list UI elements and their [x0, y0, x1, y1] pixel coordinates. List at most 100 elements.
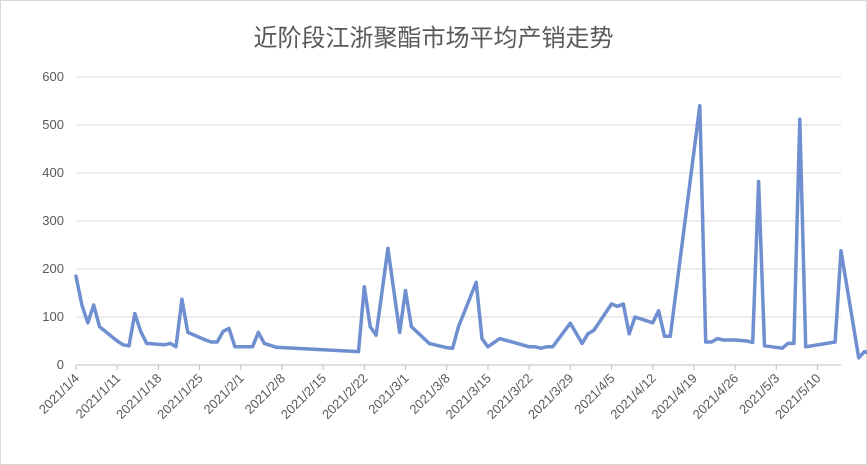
data-point: [792, 341, 796, 345]
data-point: [374, 333, 378, 337]
data-point: [386, 246, 390, 250]
data-point: [168, 341, 172, 345]
data-point: [92, 303, 96, 307]
data-point: [97, 325, 102, 329]
data-point: [227, 326, 231, 331]
data-point: [186, 330, 190, 334]
y-tick-label: 100: [42, 309, 64, 324]
data-point: [74, 274, 78, 278]
data-point: [798, 117, 802, 121]
data-point: [250, 345, 255, 349]
series-line: [74, 104, 867, 360]
data-point: [545, 345, 549, 349]
data-point: [127, 344, 131, 348]
data-point: [139, 329, 143, 333]
x-tick-label: 2021/5/10: [772, 371, 824, 423]
y-tick-label: 200: [42, 261, 64, 276]
data-point: [568, 321, 572, 325]
data-point: [427, 341, 431, 345]
y-tick-label: 0: [57, 357, 64, 372]
data-point: [480, 337, 484, 341]
data-point: [115, 339, 119, 343]
y-tick-label: 600: [42, 69, 64, 84]
data-point: [651, 321, 655, 325]
y-axis-tick-labels: 0 100 200 300 400 500 600: [42, 69, 64, 372]
data-point: [757, 180, 761, 184]
series-layer: [74, 104, 867, 360]
data-point: [409, 325, 413, 329]
data-point: [221, 329, 225, 333]
data-point: [745, 339, 749, 343]
data-point: [86, 321, 90, 325]
data-point: [133, 312, 137, 316]
data-point: [533, 345, 537, 349]
data-point: [262, 341, 266, 345]
data-point: [709, 340, 714, 344]
data-point: [698, 104, 702, 108]
data-point: [80, 303, 84, 307]
data-point: [180, 297, 184, 301]
x-tick-label: 2021/2/22: [319, 371, 371, 423]
data-point: [715, 337, 720, 341]
data-point: [174, 345, 178, 349]
data-point: [733, 338, 737, 342]
data-point: [804, 345, 808, 349]
data-point: [256, 330, 260, 334]
data-point: [668, 334, 672, 338]
x-axis-tick-labels: 2021/1/42021/1/112021/1/182021/1/252021/…: [36, 371, 824, 423]
data-point: [609, 302, 614, 306]
data-point: [839, 249, 843, 253]
data-point: [515, 341, 519, 345]
chart-title: 近阶段江浙聚酯市场平均产销走势: [253, 24, 614, 52]
data-point: [486, 345, 490, 349]
data-point: [451, 346, 455, 350]
data-point: [274, 345, 278, 349]
data-point: [398, 330, 402, 334]
data-point: [592, 328, 596, 332]
data-point: [145, 341, 149, 345]
data-point: [621, 302, 625, 306]
x-tick-label: 2021/3/29: [525, 371, 577, 423]
data-point: [586, 332, 590, 336]
x-axis: [75, 364, 841, 370]
x-tick-label: 2021/3/1: [365, 371, 411, 417]
data-point: [615, 304, 620, 308]
y-tick-label: 300: [42, 213, 64, 228]
data-point: [539, 346, 543, 350]
y-tick-label: 500: [42, 117, 64, 132]
data-point: [445, 346, 449, 350]
data-point: [662, 334, 667, 338]
y-tick-label: 400: [42, 165, 64, 180]
data-point: [786, 341, 790, 345]
data-point: [203, 338, 208, 342]
data-point: [721, 338, 725, 342]
data-point: [527, 345, 531, 349]
data-point: [162, 343, 166, 347]
data-point: [751, 340, 755, 344]
x-tick-label: 2021/4/26: [690, 371, 742, 423]
data-point: [580, 341, 584, 345]
data-point: [215, 340, 219, 344]
data-point: [474, 280, 478, 284]
x-tick-label: 2021/2/1: [200, 371, 246, 417]
data-point: [233, 345, 237, 349]
data-point: [657, 309, 661, 313]
data-point: [456, 325, 461, 329]
data-point: [780, 346, 784, 350]
data-point: [356, 350, 361, 354]
data-point: [403, 289, 408, 293]
data-point: [762, 344, 767, 348]
data-point: [862, 350, 867, 354]
data-point: [551, 345, 555, 349]
data-point: [121, 343, 125, 347]
data-point: [633, 315, 637, 319]
data-point: [362, 285, 366, 289]
data-point: [627, 332, 631, 336]
data-point: [704, 340, 708, 344]
data-point: [368, 325, 372, 329]
gridlines: [76, 76, 841, 366]
data-point: [857, 356, 861, 360]
data-point: [498, 337, 502, 341]
data-point: [833, 340, 837, 344]
